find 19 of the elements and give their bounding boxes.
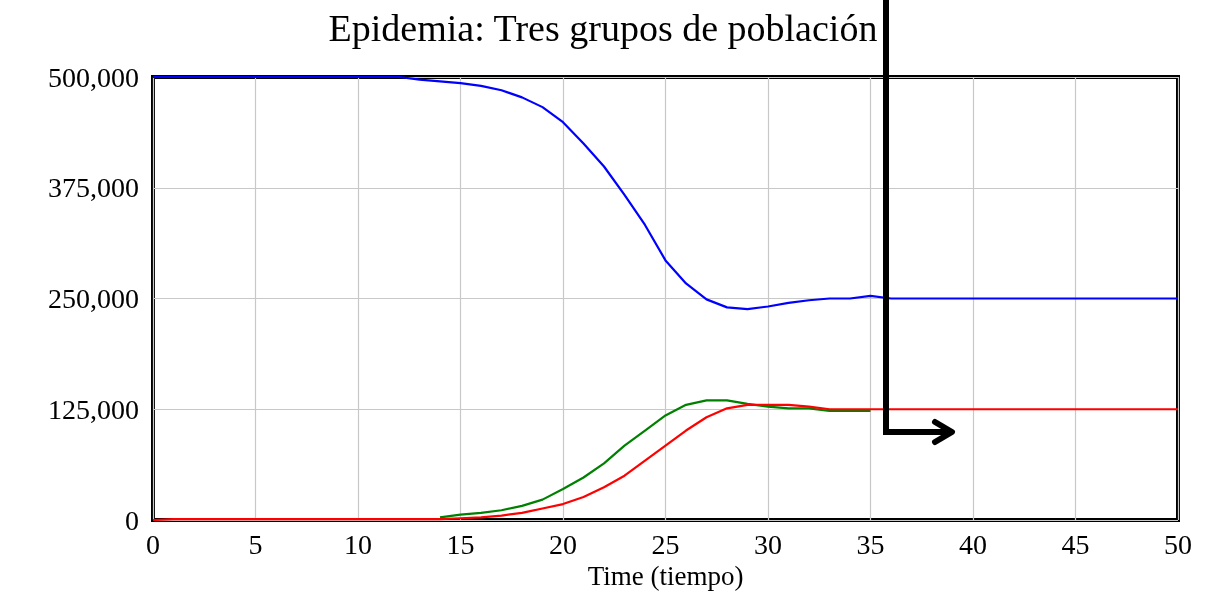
x-tick-label: 40 [959,528,987,560]
chart-title: Epidemia: Tres grupos de población [328,7,878,49]
x-tick-label: 25 [651,528,680,560]
x-tick-label: 45 [1061,528,1090,560]
x-tick-label: 35 [856,528,885,560]
x-tick-label: 30 [754,528,782,560]
x-tick-label: 20 [549,528,577,560]
y-tick-label: 500,000 [48,61,139,93]
y-tick-label: 375,000 [48,172,139,204]
line-series [438,399,872,519]
y-tick-label: 0 [125,504,139,536]
x-axis-title: Time (tiempo) [587,561,744,592]
x-tick-label: 10 [344,528,372,560]
x-tick-label: 5 [248,528,263,560]
x-tick-label: 0 [146,528,160,560]
y-tick-label: 125,000 [48,393,139,425]
y-tick-label: 250,000 [48,283,139,314]
x-tick-label: 15 [446,528,475,560]
x-tick-label: 50 [1164,528,1192,560]
